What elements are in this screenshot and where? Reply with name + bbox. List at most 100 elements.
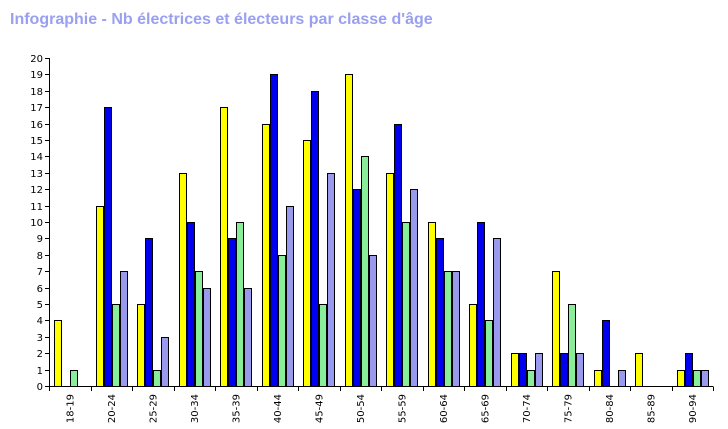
bar-90-94-s4 (701, 370, 709, 387)
x-tick-label-85-89: 85-89 (646, 394, 657, 423)
x-tick-label-25-29: 25-29 (148, 394, 159, 423)
bars-group (54, 74, 709, 387)
y-tick-label-20: 20 (30, 54, 43, 65)
bar-85-89-s1 (635, 353, 643, 387)
axes-group (45, 58, 714, 391)
bar-90-94-s1 (677, 370, 685, 387)
x-tick-label-40-44: 40-44 (273, 394, 284, 423)
x-tick-label-75-79: 75-79 (563, 394, 574, 423)
bar-50-54-s2 (353, 189, 361, 387)
y-tick-label-16: 16 (30, 120, 43, 131)
bar-55-59-s1 (386, 173, 394, 387)
x-tick-label-18-19: 18-19 (65, 394, 76, 423)
bar-35-39-s1 (220, 107, 228, 387)
bar-30-34-s1 (179, 173, 187, 387)
bar-45-49-s4 (327, 173, 335, 387)
y-tick-label-14: 14 (30, 152, 43, 163)
x-tick-label-30-34: 30-34 (190, 394, 201, 423)
bar-40-44-s1 (262, 124, 270, 387)
y-tick-label-2: 2 (37, 349, 43, 360)
bar-25-29-s1 (137, 304, 145, 387)
bar-20-24-s1 (96, 206, 104, 387)
bar-60-64-s4 (452, 271, 460, 387)
bar-18-19-s1 (54, 320, 62, 387)
bar-20-24-s3 (112, 304, 120, 387)
bar-40-44-s2 (270, 74, 278, 387)
y-tick-label-19: 19 (30, 70, 43, 81)
bar-50-54-s3 (361, 156, 369, 387)
bar-65-69-s2 (477, 222, 485, 387)
bar-55-59-s3 (402, 222, 410, 387)
bar-60-64-s1 (428, 222, 436, 387)
bar-30-34-s3 (195, 271, 203, 387)
bar-65-69-s3 (485, 320, 493, 387)
bar-90-94-s2 (685, 353, 693, 387)
y-tick-label-15: 15 (30, 136, 43, 147)
bar-80-84-s2 (602, 320, 610, 387)
bar-60-64-s2 (436, 238, 444, 387)
y-tick-label-1: 1 (37, 366, 43, 377)
bar-55-59-s4 (410, 189, 418, 387)
y-tick-label-10: 10 (30, 218, 43, 229)
y-tick-label-13: 13 (30, 169, 43, 180)
y-tick-label-3: 3 (37, 333, 43, 344)
bar-70-74-s3 (527, 370, 535, 387)
x-tick-label-45-49: 45-49 (314, 394, 325, 423)
y-tick-label-6: 6 (37, 284, 43, 295)
y-tick-label-9: 9 (37, 234, 43, 245)
bar-45-49-s3 (319, 304, 327, 387)
bar-60-64-s3 (444, 271, 452, 387)
bar-25-29-s3 (153, 370, 161, 387)
bar-75-79-s2 (560, 353, 568, 387)
bar-18-19-s3 (70, 370, 78, 387)
bar-65-69-s1 (469, 304, 477, 387)
bar-80-84-s1 (594, 370, 602, 387)
bar-25-29-s4 (161, 337, 169, 387)
chart-title: Infographie - Nb électrices et électeurs… (10, 11, 433, 28)
bar-20-24-s2 (104, 107, 112, 387)
x-tick-label-70-74: 70-74 (522, 394, 533, 423)
bar-75-79-s4 (576, 353, 584, 387)
x-tick-label-20-24: 20-24 (107, 394, 118, 423)
x-tick-label-50-54: 50-54 (356, 394, 367, 423)
y-tick-label-7: 7 (37, 267, 43, 278)
x-tick-label-80-84: 80-84 (605, 394, 616, 423)
y-tick-label-4: 4 (37, 316, 43, 327)
y-tick-label-12: 12 (30, 185, 43, 196)
bar-50-54-s4 (369, 255, 377, 387)
bar-65-69-s4 (493, 238, 501, 387)
bar-30-34-s2 (187, 222, 195, 387)
bar-70-74-s4 (535, 353, 543, 387)
y-tick-label-5: 5 (37, 300, 43, 311)
bar-40-44-s4 (286, 206, 294, 387)
y-tick-label-0: 0 (37, 382, 43, 393)
bar-70-74-s1 (511, 353, 519, 387)
x-tick-label-65-69: 65-69 (480, 394, 491, 423)
bar-70-74-s2 (519, 353, 527, 387)
bar-25-29-s2 (145, 238, 153, 387)
y-tick-label-17: 17 (30, 103, 43, 114)
bar-20-24-s4 (120, 271, 128, 387)
x-tick-label-60-64: 60-64 (439, 394, 450, 423)
bar-30-34-s4 (203, 288, 211, 387)
bar-35-39-s2 (228, 238, 236, 387)
bar-40-44-s3 (278, 255, 286, 387)
bar-35-39-s3 (236, 222, 244, 387)
bar-50-54-s1 (345, 74, 353, 387)
bar-45-49-s2 (311, 91, 319, 387)
bar-90-94-s3 (693, 370, 701, 387)
bar-75-79-s1 (552, 271, 560, 387)
y-tick-label-11: 11 (30, 202, 43, 213)
bar-80-84-s4 (618, 370, 626, 387)
x-tick-label-35-39: 35-39 (231, 394, 242, 423)
bar-55-59-s2 (394, 124, 402, 387)
bar-35-39-s4 (244, 288, 252, 387)
x-tick-label-90-94: 90-94 (688, 394, 699, 423)
y-tick-label-18: 18 (30, 87, 43, 98)
bar-75-79-s3 (568, 304, 576, 387)
bar-45-49-s1 (303, 140, 311, 387)
y-tick-label-8: 8 (37, 251, 43, 262)
x-tick-label-55-59: 55-59 (397, 394, 408, 423)
